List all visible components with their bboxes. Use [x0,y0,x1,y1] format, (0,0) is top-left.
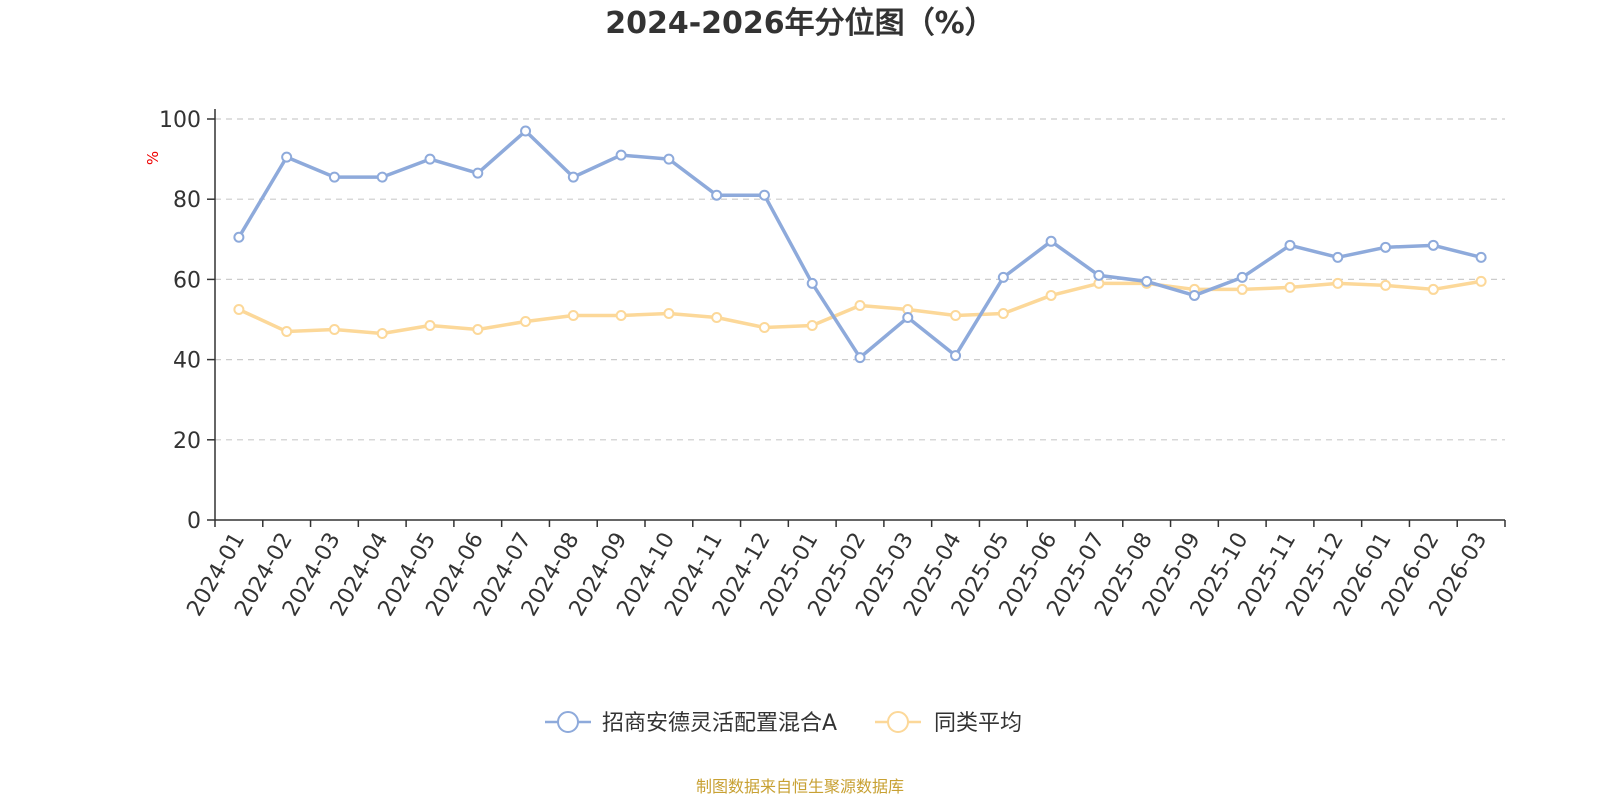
data-point [1332,277,1344,289]
y-tick-labels: 0 20 40 60 80 100 [159,108,201,534]
data-point [424,153,436,165]
data-point [567,171,579,183]
data-point [1380,241,1392,253]
data-point [758,189,770,201]
legend-marker [557,711,579,733]
data-point [711,311,723,323]
data-point [806,320,818,332]
data-point [1332,251,1344,263]
data-point [1284,281,1296,293]
data-point [1475,275,1487,287]
data-point [1236,283,1248,295]
data-point [1093,269,1105,281]
grid-lines [215,118,1505,441]
legend-marker [887,711,909,733]
data-point [950,309,962,321]
data-point [997,271,1009,283]
data-point [854,299,866,311]
data-point [806,277,818,289]
data-point [1475,251,1487,263]
y-tick-label: 0 [187,509,201,534]
data-point [567,309,579,321]
axes [207,109,1506,527]
data-point [520,316,532,328]
series-1 [233,275,1487,340]
series-0 [233,125,1487,364]
data-point [854,352,866,364]
data-point [1045,289,1057,301]
data-point [950,350,962,362]
data-point [376,171,388,183]
y-tick-label: 80 [173,188,201,213]
data-point [663,307,675,319]
data-point [615,309,627,321]
y-tick-label: 100 [159,108,201,133]
data-point [281,151,293,163]
y-tick-label: 40 [173,349,201,374]
data-point [328,171,340,183]
data-point [902,311,914,323]
series-layer [233,125,1487,364]
legend-item-1[interactable]: 同类平均 [875,711,1022,736]
y-axis-label: % [144,151,162,165]
legend: 招商安德灵活配置混合A 同类平均 [545,711,1022,736]
data-point [1141,275,1153,287]
data-point [233,303,245,315]
data-point [1427,283,1439,295]
data-point [1188,289,1200,301]
data-point [711,189,723,201]
y-tick-label: 20 [173,429,201,454]
data-point [1380,279,1392,291]
data-point [758,322,770,334]
data-point [424,320,436,332]
data-point [663,153,675,165]
legend-label: 招商安德灵活配置混合A [602,711,837,736]
data-point [1045,235,1057,247]
data-point [615,149,627,161]
data-point [281,326,293,338]
data-point [1427,239,1439,251]
data-point [1284,239,1296,251]
source-note: 制图数据来自恒生聚源数据库 [696,777,904,796]
legend-item-0[interactable]: 招商安德灵活配置混合A [545,711,837,736]
data-point [233,231,245,243]
data-point [376,328,388,340]
data-point [472,167,484,179]
x-tick-labels: 2024-012024-022024-032024-042024-052024-… [182,529,1492,621]
data-point [997,307,1009,319]
data-point [520,125,532,137]
chart-title: 2024-2026年分位图（%） [605,6,995,41]
y-tick-label: 60 [173,268,201,293]
data-point [472,324,484,336]
data-point [328,324,340,336]
legend-label: 同类平均 [934,711,1022,736]
data-point [1236,271,1248,283]
